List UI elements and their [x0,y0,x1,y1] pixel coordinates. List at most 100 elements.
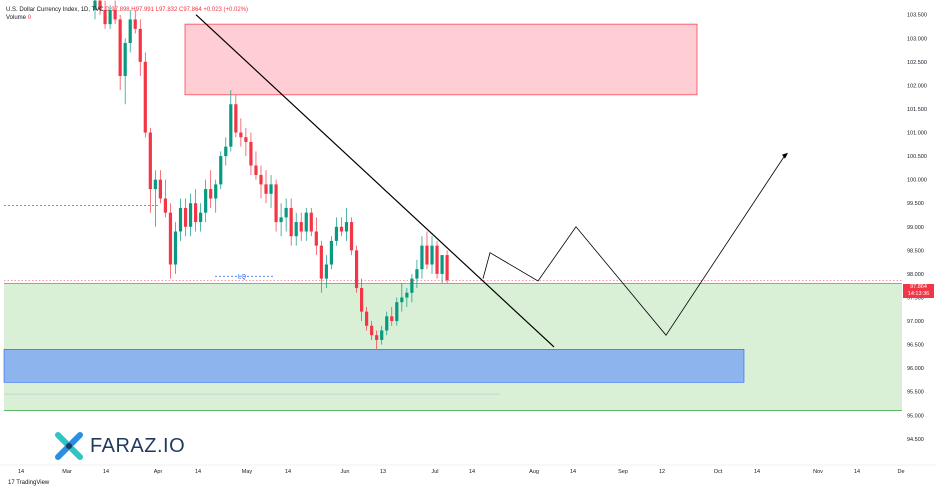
time-tick-label: 14 [570,469,576,475]
candle-body [93,0,97,11]
candle-body [269,184,273,194]
candle [339,217,344,237]
candle-body [359,288,364,312]
candle [370,321,374,340]
candle-body [194,203,198,223]
candle [425,231,429,270]
candle [148,127,152,213]
candle [98,0,102,15]
candle [299,212,303,241]
ohlc-values: D 97.898 H97.991 L97.832 C97.864 +0.023 … [105,7,249,13]
candle [269,174,273,208]
candle-body [329,240,334,265]
price-tick-label: 102.000 [907,83,927,89]
candle-body [370,325,374,336]
candles [93,0,449,350]
candle [354,245,359,293]
candle-body [209,189,213,199]
candle [158,170,162,204]
time-tick-label: Aug [529,469,539,475]
candle [133,10,137,34]
candle [359,278,364,322]
price-tick-label: 100.500 [907,154,927,160]
projection-path [482,153,787,336]
candle [415,259,419,289]
candle-body [435,245,439,274]
volume-legend: Volume 0 [6,15,31,21]
candle [435,240,439,279]
candle [153,170,157,227]
candle [209,170,213,208]
candle-body [319,245,323,279]
candle-body [168,212,173,265]
candle-body [430,245,434,265]
candle-body [395,302,399,322]
candle [319,240,323,293]
price-tick-label: 94.500 [907,437,924,443]
candle-body [234,104,238,133]
candle [279,203,283,237]
candle [118,14,122,91]
time-tick-label: 14 [103,469,109,475]
candle [183,198,188,237]
candle [324,255,328,289]
demand-zone [4,283,902,411]
candle [103,0,107,29]
tradingview-icon: 17 [8,480,17,486]
candle-body [239,132,243,138]
candle [254,151,258,180]
candle-body [219,156,223,185]
candle [289,198,293,246]
candle [314,217,318,256]
candle [93,0,97,20]
candle [390,306,394,326]
candle [199,203,203,232]
candle [219,151,223,190]
candle-body [380,330,384,340]
candle-body [410,278,414,293]
candle-body [274,184,278,223]
candle-body [415,269,419,279]
candle [395,297,399,326]
volume-value: 0 [27,15,32,21]
candle-body [365,311,369,326]
candle [173,222,178,274]
candle-body [264,184,268,194]
time-tick-label: Jul [431,469,438,475]
candle-body [173,231,178,265]
candle [143,52,147,138]
price-tick-label: 97.500 [907,295,924,301]
last-price: 97.864 [910,284,927,290]
time-tick-label: Jun [341,469,350,475]
candle-body [354,250,359,289]
symbol-header: U.S. Dollar Currency Index, 1D, TVC D 97… [6,7,248,13]
candle [178,198,183,241]
candle-body [334,226,339,241]
candle [113,0,117,25]
candle [188,193,193,237]
candle-body [108,10,112,25]
symbol-title: U.S. Dollar Currency Index, 1D, TVC [6,7,104,13]
candle-body [385,316,389,331]
candle [349,217,354,256]
candle [234,94,238,138]
price-tick-label: 101.000 [907,131,927,137]
candle [294,212,298,246]
candle [259,165,263,199]
candle [108,5,112,29]
candle-body [143,61,147,133]
candle [334,217,339,246]
candle-body [440,255,444,274]
price-tick-label: 98.500 [907,248,924,254]
candle-body [188,203,193,227]
volume-label: Volume [6,15,27,21]
trendline [195,14,555,348]
candle-body [113,10,117,20]
candle [410,273,414,303]
chart-overlays: LQ [4,14,902,348]
candle-body [324,264,328,279]
lq-label: LQ [238,274,246,280]
candle-body [390,316,394,322]
price-tick-label: 100.000 [907,178,927,184]
